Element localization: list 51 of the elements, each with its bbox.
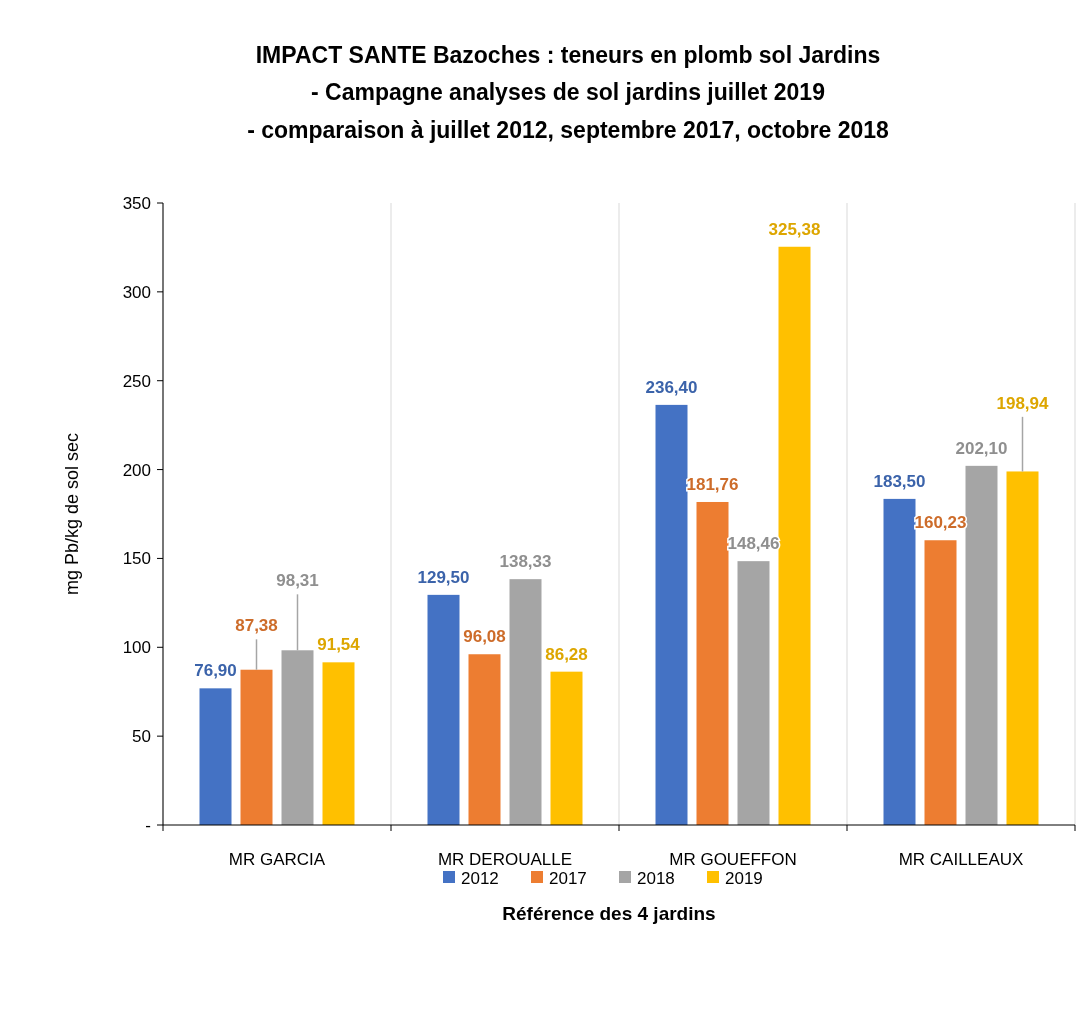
data-label: 160,23 xyxy=(914,513,967,533)
bar xyxy=(965,465,998,825)
data-label: 181,76 xyxy=(686,474,739,494)
data-label: 138,33 xyxy=(499,552,552,572)
y-tick-label: 350 xyxy=(122,193,151,213)
x-tick-label: MR DEROUALLE xyxy=(437,850,573,869)
data-label: 96,08 xyxy=(463,627,506,647)
bar xyxy=(883,498,916,825)
data-label: 325,38 xyxy=(768,219,821,239)
bar xyxy=(322,662,355,825)
data-label: 91,54 xyxy=(317,635,361,655)
data-label: 236,40 xyxy=(645,377,698,397)
data-label: 87,38 xyxy=(235,616,278,636)
legend-label: 2019 xyxy=(725,868,763,888)
data-label: 198,94 xyxy=(996,393,1050,413)
bar xyxy=(427,594,460,825)
legend-label: 2017 xyxy=(549,868,587,888)
x-tick-label: MR GARCIA xyxy=(228,850,326,869)
y-tick-label: 200 xyxy=(122,460,151,480)
bar xyxy=(696,501,729,825)
bar xyxy=(240,669,273,825)
data-label: 183,50 xyxy=(873,471,926,491)
legend-label: 2012 xyxy=(461,868,499,888)
legend-label: 2018 xyxy=(637,868,675,888)
chart-subtitle: - Campagne analyses de sol jardins juillet 2019 - comparaison à juillet 2012, septembre 2017, octobre 2018 xyxy=(247,79,890,143)
y-tick-label: 100 xyxy=(122,638,151,658)
bar xyxy=(655,404,688,825)
y-tick-label: 50 xyxy=(132,727,151,747)
data-label: 129,50 xyxy=(417,567,470,587)
x-tick-label: MR GOUEFFON xyxy=(669,850,797,869)
data-label: 202,10 xyxy=(955,438,1008,458)
bar xyxy=(468,654,501,825)
data-label: 98,31 xyxy=(276,571,319,591)
y-tick-label: 150 xyxy=(122,549,151,569)
y-tick-label: 250 xyxy=(122,371,151,391)
bar xyxy=(1006,471,1039,825)
bar xyxy=(281,650,314,825)
bar xyxy=(737,561,770,825)
bar xyxy=(778,246,811,825)
data-label: 86,28 xyxy=(545,644,588,664)
bar xyxy=(199,688,232,825)
bar xyxy=(509,579,542,825)
y-tick-label: 300 xyxy=(122,282,151,302)
y-tick-label: - xyxy=(145,815,151,835)
bar xyxy=(550,671,583,825)
x-axis-title: Référence des 4 jardins xyxy=(502,903,716,924)
x-tick-label: MR CAILLEAUX xyxy=(898,850,1024,869)
y-axis-title: mg Pb/kg de sol sec xyxy=(62,432,82,596)
chart-title: IMPACT SANTE Bazoches : teneurs en plomb sol Jardins xyxy=(255,42,881,68)
data-label: 76,90 xyxy=(194,661,237,681)
bar xyxy=(924,540,957,825)
